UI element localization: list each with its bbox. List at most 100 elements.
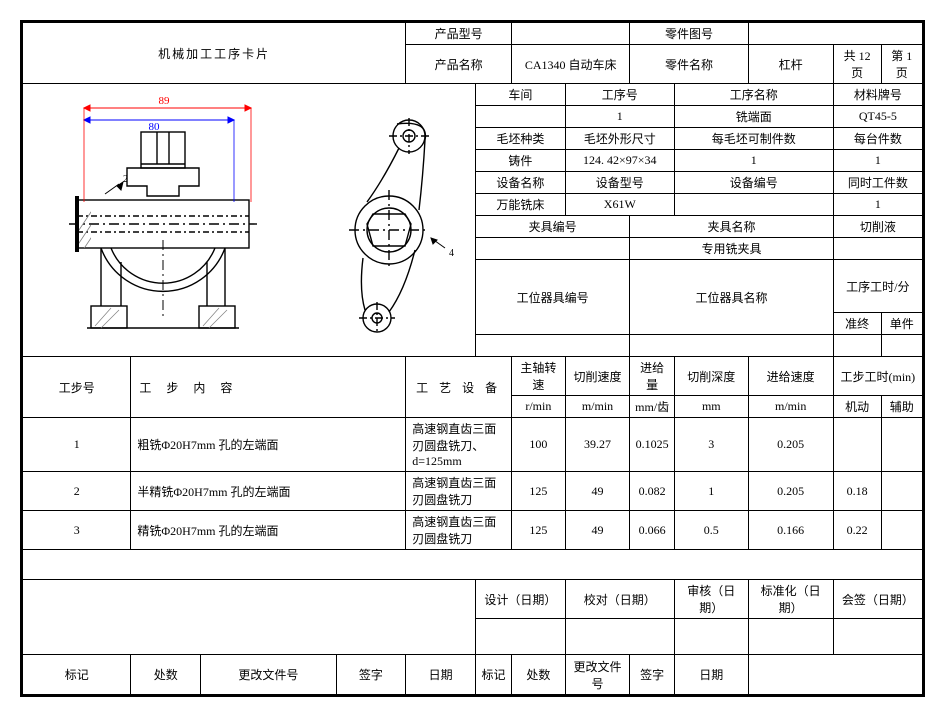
step-no: 2: [23, 472, 131, 511]
station-no-label: 工位器具编号: [476, 260, 630, 335]
design-value: [476, 619, 566, 655]
process-no: 1: [565, 106, 674, 128]
step-fspeed: 0.166: [748, 511, 833, 550]
fixture-name-label: 夹具名称: [630, 216, 833, 238]
step-cut: 49: [565, 472, 630, 511]
step-no: 3: [23, 511, 131, 550]
dim-4: 4: [449, 248, 454, 259]
station-name: [630, 335, 833, 357]
page-no: 第 1 页: [881, 45, 922, 84]
standard-value: [748, 619, 833, 655]
process-time-label: 工序工时/分: [833, 260, 922, 313]
equip-no: [674, 194, 833, 216]
col-spindle-unit: r/min: [512, 396, 566, 418]
mark-label-2: 标记: [476, 655, 512, 695]
col-machine-time: 机动: [833, 396, 881, 418]
change-file-label-2: 更改文件号: [565, 655, 630, 695]
part-drawing-no-label: 零件图号: [630, 23, 748, 45]
signature-label: 签字: [336, 655, 406, 695]
blank-size-label: 毛坯外形尺寸: [565, 128, 674, 150]
step-spindle: 125: [512, 511, 566, 550]
process-name: 铣端面: [674, 106, 833, 128]
material-label: 材料牌号: [833, 84, 922, 106]
part-name-label: 零件名称: [630, 45, 748, 84]
change-file-label: 更改文件号: [201, 655, 337, 695]
step-equip: 高速钢直齿三面刃圆盘铣刀、d=125mm: [406, 418, 512, 472]
table-row: 2 半精铣Φ20H7mm 孔的左端面 高速钢直齿三面刃圆盘铣刀 125 49 0…: [23, 472, 923, 511]
per-machine: 1: [833, 150, 922, 172]
step-content: 粗铣Φ20H7mm 孔的左端面: [131, 418, 406, 472]
fixture-no-label: 夹具编号: [476, 216, 630, 238]
unit-value: [881, 335, 922, 357]
step-cut: 49: [565, 511, 630, 550]
prep-label: 准终: [833, 313, 881, 335]
col-step-no: 工步号: [23, 357, 131, 418]
workshop-label: 车间: [476, 84, 566, 106]
fixture-no: [476, 238, 630, 260]
check-label: 校对（日期）: [565, 580, 674, 619]
table-row: 3 精铣Φ20H7mm 孔的左端面 高速钢直齿三面刃圆盘铣刀 125 49 0.…: [23, 511, 923, 550]
equip-model: X61W: [565, 194, 674, 216]
check-value: [565, 619, 674, 655]
process-card-sheet: 机械加工工序卡片 产品型号 零件图号 产品名称 CA1340 自动车床 零件名称…: [20, 20, 925, 697]
step-spindle: 100: [512, 418, 566, 472]
col-step-content: 工 步 内 容: [131, 357, 406, 418]
step-fspeed: 0.205: [748, 418, 833, 472]
step-content: 精铣Φ20H7mm 孔的左端面: [131, 511, 406, 550]
per-machine-label: 每台件数: [833, 128, 922, 150]
table-row: 1 粗铣Φ20H7mm 孔的左端面 高速钢直齿三面刃圆盘铣刀、d=125mm 1…: [23, 418, 923, 472]
step-fspeed: 0.205: [748, 472, 833, 511]
blank-type: 铸件: [476, 150, 566, 172]
fixture-name: 专用铣夹具: [630, 238, 833, 260]
process-name-label: 工序名称: [674, 84, 833, 106]
step-mtime: 0.22: [833, 511, 881, 550]
mark-label: 标记: [23, 655, 131, 695]
total-pages: 共 12 页: [833, 45, 881, 84]
process-no-label: 工序号: [565, 84, 674, 106]
equip-no-label: 设备编号: [674, 172, 833, 194]
step-atime: [881, 511, 922, 550]
footer-blank: [748, 655, 922, 695]
card-title: 机械加工工序卡片: [23, 23, 406, 84]
blank-count: 1: [674, 150, 833, 172]
col-feed-unit: mm/齿: [630, 396, 675, 418]
blank-count-label: 每毛坯可制件数: [674, 128, 833, 150]
col-aux-time: 辅助: [881, 396, 922, 418]
coolant-label: 切削液: [833, 216, 922, 238]
equip-name-label: 设备名称: [476, 172, 566, 194]
part-drawing-svg: 89 80: [29, 90, 469, 350]
review-label: 审核（日期）: [674, 580, 748, 619]
step-depth: 3: [674, 418, 748, 472]
col-feed-speed-unit: m/min: [748, 396, 833, 418]
simul-label: 同时工件数: [833, 172, 922, 194]
blank-type-label: 毛坯种类: [476, 128, 566, 150]
footer-left-blank: [23, 580, 476, 655]
step-feed: 0.1025: [630, 418, 675, 472]
unit-label: 单件: [881, 313, 922, 335]
part-name: 杠杆: [748, 45, 833, 84]
dim-80: 80: [149, 121, 161, 133]
station-name-label: 工位器具名称: [630, 260, 833, 335]
col-equipment: 工 艺 设 备: [406, 357, 512, 418]
product-model: [512, 23, 630, 45]
drawing-area: 89 80: [23, 84, 476, 357]
product-name: CA1340 自动车床: [512, 45, 630, 84]
step-mtime: [833, 418, 881, 472]
review-value: [674, 619, 748, 655]
step-feed: 0.066: [630, 511, 675, 550]
col-depth: 切削深度: [674, 357, 748, 396]
step-equip: 高速钢直齿三面刃圆盘铣刀: [406, 472, 512, 511]
col-feed-speed: 进给速度: [748, 357, 833, 396]
step-spindle: 125: [512, 472, 566, 511]
main-table: 机械加工工序卡片 产品型号 零件图号 产品名称 CA1340 自动车床 零件名称…: [22, 22, 923, 695]
count-label-2: 处数: [512, 655, 566, 695]
standard-label: 标准化（日期）: [748, 580, 833, 619]
step-atime: [881, 472, 922, 511]
col-cut-speed: 切削速度: [565, 357, 630, 396]
simul: 1: [833, 194, 922, 216]
product-name-label: 产品名称: [406, 45, 512, 84]
col-cut-speed-unit: m/min: [565, 396, 630, 418]
count-label: 处数: [131, 655, 201, 695]
step-depth: 1: [674, 472, 748, 511]
step-mtime: 0.18: [833, 472, 881, 511]
